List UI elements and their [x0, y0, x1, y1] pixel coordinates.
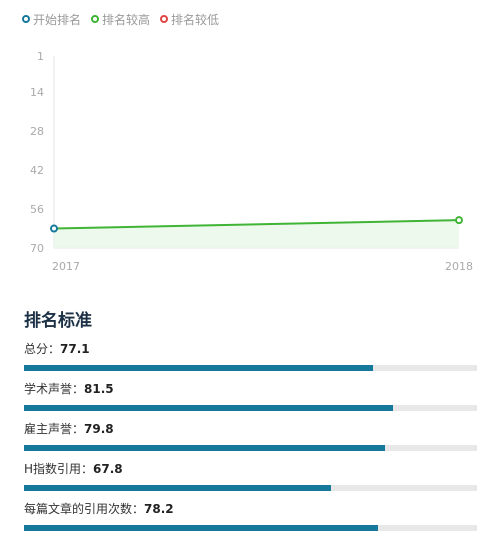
criteria-name: 雇主声誉： — [24, 422, 85, 436]
criteria-row: 学术声誉：81.5 — [24, 380, 477, 411]
criteria-progress-fill — [24, 445, 386, 451]
criteria-progress-fill — [24, 485, 332, 491]
rank-line-chart: 1 14 28 42 56 70 2017 2018 — [30, 50, 473, 273]
criteria-label: 总分：77.1 — [24, 340, 477, 358]
series-line — [53, 219, 460, 230]
y-tick-label: 42 — [30, 164, 44, 177]
criteria-value: 78.2 — [144, 502, 174, 516]
x-tick-label: 2018 — [445, 260, 473, 273]
criteria-row: 雇主声誉：79.8 — [24, 420, 477, 451]
criteria-title: 排名标准 — [24, 311, 92, 331]
criteria-name: 总分： — [24, 342, 61, 356]
criteria-name: 每篇文章的引用次数： — [24, 502, 145, 516]
criteria-progress-track — [24, 405, 477, 411]
y-tick-label: 28 — [30, 125, 44, 138]
criteria-value: 81.5 — [84, 382, 114, 396]
criteria-progress-track — [24, 485, 477, 491]
criteria-value: 77.1 — [60, 342, 90, 356]
legend-circle-icon — [160, 15, 169, 23]
criteria-row: H指数引用：67.8 — [24, 460, 477, 491]
criteria-progress-track — [24, 365, 477, 371]
criteria-progress-fill — [24, 365, 374, 371]
criteria-row: 每篇文章的引用次数：78.2 — [24, 500, 477, 531]
legend-label: 开始排名 — [33, 12, 82, 27]
criteria-progress-track — [24, 525, 477, 531]
legend-label: 排名较高 — [102, 12, 151, 27]
criteria-label: H指数引用：67.8 — [24, 460, 477, 478]
criteria-label: 雇主声誉：79.8 — [24, 420, 477, 438]
y-tick-label: 56 — [30, 203, 44, 216]
data-point — [50, 224, 58, 233]
criteria-name: H指数引用： — [24, 462, 94, 476]
legend-item-higher-rank[interactable]: 排名较高 — [91, 11, 150, 28]
y-tick-label: 14 — [30, 86, 44, 99]
legend-circle-icon — [91, 15, 100, 23]
chart-legend: 开始排名 排名较高 排名较低 — [22, 10, 229, 28]
x-tick-label: 2017 — [52, 260, 80, 273]
criteria-row: 总分：77.1 — [24, 340, 477, 371]
data-point — [455, 216, 463, 225]
criteria-label: 学术声誉：81.5 — [24, 380, 477, 398]
criteria-progress-track — [24, 445, 477, 451]
criteria-progress-fill — [24, 405, 394, 411]
y-tick-label: 1 — [37, 50, 44, 63]
criteria-progress-fill — [24, 525, 379, 531]
legend-circle-icon — [22, 15, 30, 23]
legend-item-lower-rank[interactable]: 排名较低 — [160, 11, 219, 28]
legend-label: 排名较低 — [171, 12, 220, 27]
legend-item-start-rank[interactable]: 开始排名 — [22, 11, 81, 28]
criteria-value: 79.8 — [84, 422, 114, 436]
y-tick-label: 70 — [30, 242, 44, 255]
criteria-label: 每篇文章的引用次数：78.2 — [24, 500, 477, 518]
criteria-value: 67.8 — [93, 462, 123, 476]
criteria-name: 学术声誉： — [24, 382, 85, 396]
